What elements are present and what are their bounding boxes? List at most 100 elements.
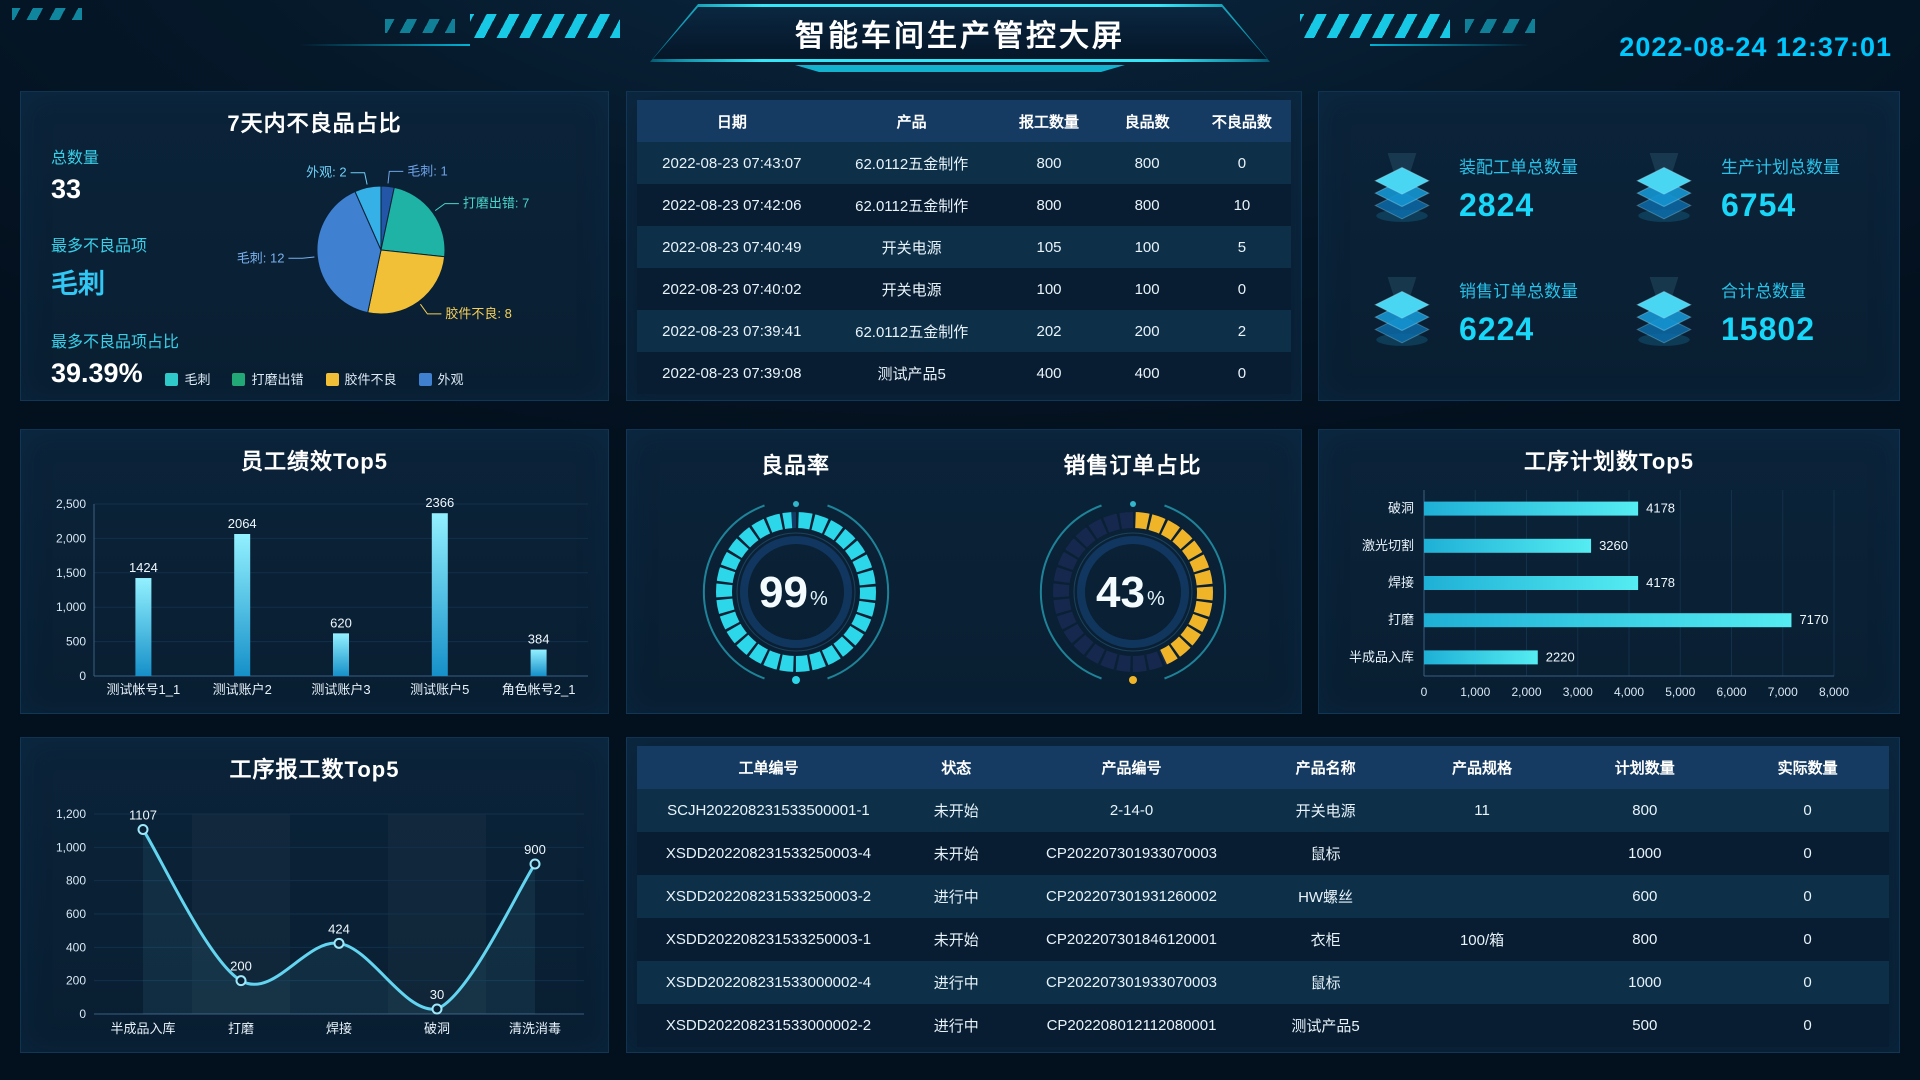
legend-label: 打磨出错: [251, 372, 304, 387]
sales-ratio-gauge-chart: 43%: [1039, 501, 1226, 684]
table-cell: 0: [1803, 931, 1812, 948]
table-cell: 开关电源: [1295, 803, 1356, 820]
svg-text:600: 600: [65, 907, 85, 921]
svg-text:2,500: 2,500: [55, 497, 85, 511]
table-cell: 800: [1134, 196, 1160, 214]
stat-card: 合计总数量 15802: [1627, 250, 1879, 374]
table-cell: 100/箱: [1459, 932, 1505, 949]
table-cell: 开关电源: [881, 239, 942, 257]
bar: [233, 533, 250, 676]
header-decoration-stripes: [470, 14, 620, 38]
svg-text:打磨: 打磨: [227, 1021, 253, 1036]
svg-text:2366: 2366: [425, 495, 454, 510]
header-decoration-line: [300, 44, 470, 46]
table-cell: 800: [1632, 802, 1658, 819]
stat-card: 装配工单总数量 2824: [1365, 126, 1617, 250]
column-header: 产品名称: [1250, 746, 1401, 789]
svg-text:2220: 2220: [1546, 649, 1575, 664]
panel-employee-performance: 员工绩效Top5 0 500 1,000 1,500 2,000 2,500 1424 测试帐…: [20, 429, 609, 714]
svg-text:半成品入库: 半成品入库: [110, 1021, 175, 1036]
legend-swatch: [325, 373, 339, 386]
table-cell: [1401, 1004, 1564, 1047]
svg-text:43: 43: [1096, 568, 1145, 617]
table-cell: HW螺丝: [1298, 889, 1354, 906]
svg-text:1,000: 1,000: [1460, 685, 1490, 699]
table-cell: 开关电源: [881, 281, 942, 299]
table-cell: CP202207301846120001: [1046, 931, 1218, 948]
stat-card-label: 销售订单总数量: [1459, 281, 1578, 301]
table-cell: 100: [1134, 238, 1160, 256]
svg-text:3260: 3260: [1599, 538, 1628, 553]
panel-summary-stats: 装配工单总数量 2824 生产计划总数量 6754 销售订单总数量 6224 合计总数量 15…: [1318, 91, 1900, 401]
svg-text:4178: 4178: [1646, 501, 1675, 516]
svg-text:毛刺: 12: 毛刺: 12: [237, 250, 285, 265]
bar: [431, 513, 448, 676]
svg-text:%: %: [1147, 588, 1165, 610]
table-cell: CP202207301931260002: [1046, 888, 1218, 905]
table-row: 2022-08-23 07:42:06 62.0112五金制作 800 800 10: [637, 184, 1291, 226]
column-header: 状态: [899, 746, 1013, 789]
table-row: 2022-08-23 07:43:07 62.0112五金制作 800 800 0: [637, 142, 1291, 184]
svg-text:1,000: 1,000: [55, 600, 85, 614]
column-header: 计划数量: [1563, 746, 1727, 789]
table-cell: 800: [1632, 931, 1658, 948]
legend-label: 毛刺: [184, 372, 211, 387]
svg-text:3,000: 3,000: [1563, 685, 1593, 699]
defect-pie-chart: 毛刺: 1 打磨出错: 7 胶件不良: 8 毛刺: 12 外观: 2: [237, 163, 530, 320]
svg-text:8,000: 8,000: [1819, 685, 1849, 699]
svg-text:1,500: 1,500: [55, 566, 85, 580]
svg-text:6,000: 6,000: [1716, 685, 1746, 699]
panel-title: 员工绩效Top5: [241, 449, 388, 474]
header-decoration-stripes: [12, 8, 82, 20]
legend-swatch: [165, 373, 179, 386]
title-banner-inner: 智能车间生产管控大屏: [653, 7, 1267, 59]
data-point: [333, 937, 344, 949]
table-row: 2022-08-23 07:39:41 62.0112五金制作 202 200 2: [637, 310, 1291, 352]
bar: [530, 649, 547, 676]
svg-text:800: 800: [65, 874, 85, 888]
bar: [1424, 538, 1592, 553]
table-cell: 10: [1233, 196, 1251, 214]
panel-process-report: 工序报工数Top5 0 200 400 600 800 1,000 1,200 1107 半成品…: [20, 737, 609, 1053]
panel-report-table: 日期 产品 报工数量 良品数 不良品数 2022-08-23 07:43:07 62.01…: [626, 91, 1302, 401]
table-cell: 0: [1237, 280, 1247, 298]
table-cell: 62.0112五金制作: [855, 197, 969, 215]
header-decoration-line: [1370, 44, 1530, 46]
table-cell: XSDD202208231533000002-2: [665, 1017, 872, 1034]
table-cell: 0: [1237, 154, 1247, 172]
table-cell: 0: [1803, 845, 1812, 862]
svg-text:200: 200: [65, 974, 85, 988]
defect-stat: 总数量 33: [51, 144, 179, 205]
stat-value: 33: [51, 174, 82, 204]
svg-text:1,200: 1,200: [55, 807, 85, 821]
svg-text:900: 900: [524, 842, 546, 857]
table-cell: XSDD202208231533250003-1: [665, 931, 872, 948]
legend-swatch: [418, 373, 432, 386]
svg-text:外观: 2: 外观: 2: [306, 165, 346, 180]
stat-card-label: 生产计划总数量: [1721, 157, 1840, 177]
svg-text:4178: 4178: [1646, 575, 1675, 590]
table-cell: 进行中: [933, 1018, 979, 1035]
table-cell: 0: [1237, 364, 1247, 382]
stacked-layers-icon: [1636, 153, 1692, 222]
svg-text:2064: 2064: [227, 516, 256, 531]
table-cell: 200: [1134, 322, 1160, 340]
table-row: 2022-08-23 07:40:02 开关电源 100 100 0: [637, 268, 1291, 310]
table-cell: 5: [1237, 238, 1247, 256]
table-cell: 衣柜: [1310, 932, 1341, 949]
legend-item: 毛刺: [165, 369, 210, 388]
stat-card: 生产计划总数量 6754: [1627, 126, 1879, 250]
work-orders-table: 工单编号 状态 产品编号 产品名称 产品规格 计划数量 实际数量 SCJH202208231…: [637, 746, 1889, 1047]
table-cell: CP202207301933070003: [1046, 974, 1218, 991]
table-cell: 100: [1036, 280, 1062, 298]
table-cell: XSDD202208231533000002-4: [665, 974, 872, 991]
data-point: [431, 1003, 442, 1015]
svg-text:384: 384: [527, 632, 549, 647]
panel-title: 7天内不良品占比: [227, 111, 402, 136]
table-cell: 105: [1036, 238, 1062, 256]
stacked-layers-icon: [1374, 277, 1430, 346]
table-row: 2022-08-23 07:40:49 开关电源 105 100 5: [637, 226, 1291, 268]
table-cell: CP202207301933070003: [1046, 845, 1218, 862]
report-table: 日期 产品 报工数量 良品数 不良品数 2022-08-23 07:43:07 62.01…: [637, 100, 1291, 394]
table-row: XSDD202208231533250003-1 未开始 CP20220730184…: [637, 918, 1889, 961]
